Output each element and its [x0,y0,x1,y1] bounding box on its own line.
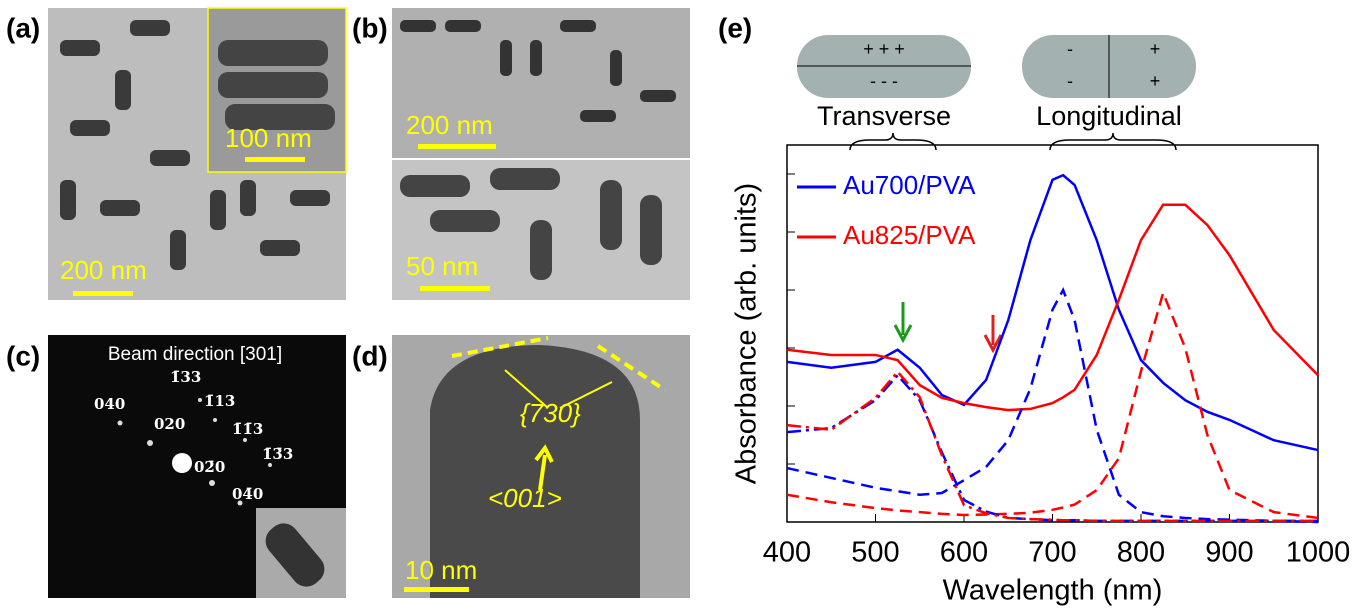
nanorods [400,20,676,122]
series-line [786,289,1319,520]
charge-label: - [1067,39,1073,59]
spot-label: 1̄13 [204,392,235,410]
panel-label: (a) [6,12,40,43]
x-axis-label: Wavelength (nm) [943,575,1163,607]
mode-label: Longitudinal [1036,101,1182,131]
charge-label: - - - [870,71,898,91]
spot-label: 1̄3̄3 [262,445,293,463]
series-line [786,203,1319,412]
x-tick-label: 400 [763,537,811,569]
spot-label: 04̄0 [232,485,263,503]
nanorod [265,523,325,587]
facet-label: {730} [520,398,581,428]
scale-bar [245,157,305,162]
spot-label: 02̄0 [194,458,225,476]
scale-bar [404,587,469,592]
series-line [786,369,1318,523]
charge-label: + + + [863,39,905,59]
arrow [504,369,613,409]
scale-bar [418,144,496,149]
legend-label: Au825/PVA [843,220,976,250]
scale-label: 200 nm [60,255,147,285]
scale-label: 100 nm [225,123,312,153]
x-tick-label: 900 [1205,537,1253,569]
scale-bar [73,291,133,296]
x-tick-label: 800 [1117,537,1165,569]
panel-label: (d) [352,340,388,371]
panel-label: (b) [352,12,388,43]
legend-label: Au700/PVA [843,170,976,200]
spots [117,398,272,506]
title: Beam direction [301] [108,344,282,365]
x-tick-label: 1000 [1286,537,1351,569]
nanorods [60,20,330,270]
nanorod [430,345,640,598]
marker-arrow [983,315,1003,354]
scale-bar [420,286,490,291]
spot-label: 020 [154,415,185,433]
brace [849,132,937,151]
series-line [786,287,1319,524]
direction-label: <001> [488,483,562,513]
x-tick-label: 500 [851,537,899,569]
arrow [534,444,554,491]
series-line [786,373,1318,523]
scale-label: 200 nm [406,110,493,140]
x-tick-label: 700 [1028,537,1076,569]
spot-label: 1̄33 [170,368,201,386]
brace [1049,132,1177,151]
scale-label: 10 nm [405,555,477,585]
panel-label: (e) [718,12,752,43]
central-spot [172,453,192,473]
charge-label: - [1067,71,1073,91]
panel-label: (c) [6,340,40,371]
series-line [786,173,1319,452]
y-axis-label: Absorbance (arb. units) [731,183,763,484]
plot-frame [786,144,1319,523]
micrograph-b-top [392,8,690,158]
spot-label: 1̄1̄3 [232,420,263,438]
facet-line [451,336,667,392]
x-tick-label: 600 [940,537,988,569]
marker-arrow [893,302,913,344]
charge-label: + [1150,71,1161,91]
spot-label: 040 [94,395,125,413]
nanorods [218,40,335,130]
nanorods [400,168,662,280]
scale-label: 50 nm [406,251,478,281]
charge-label: + [1150,39,1161,59]
mode-label: Transverse [817,101,951,131]
